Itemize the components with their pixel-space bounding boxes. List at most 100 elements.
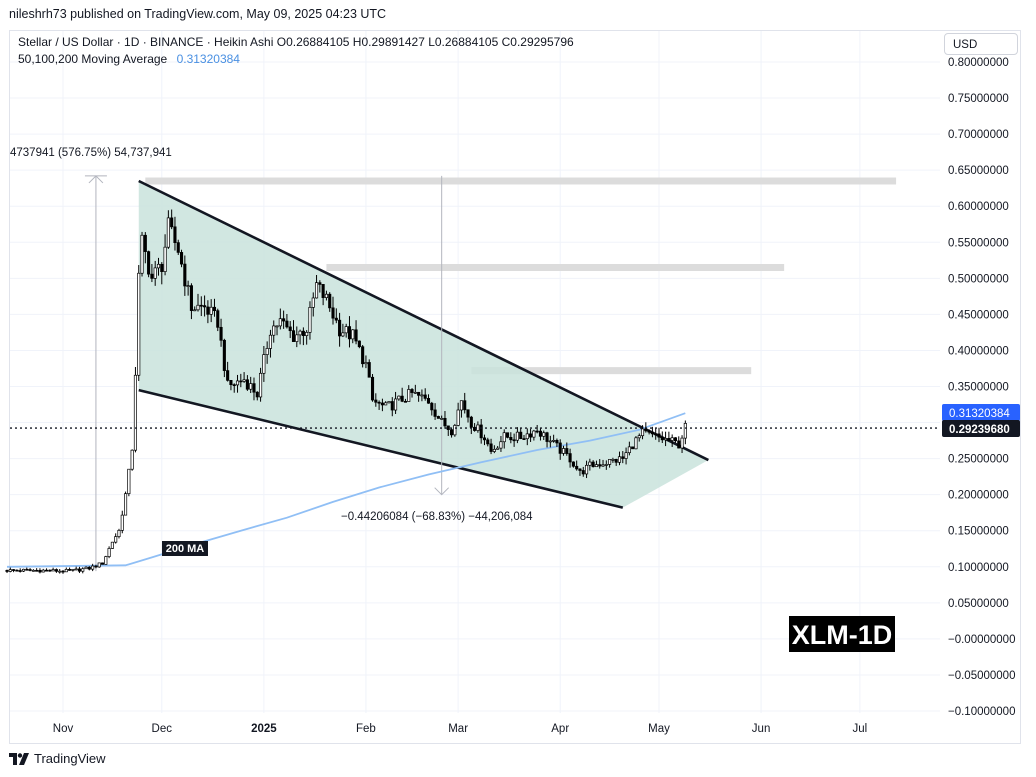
candle-body [535,430,539,433]
candle-body [193,309,197,312]
candle [601,459,605,467]
candle [130,449,134,471]
publisher-line: nileshrh73 published on TradingView.com,… [9,7,387,21]
candle-body [436,416,440,419]
candle-body [25,568,29,571]
candle [48,569,52,572]
ma200-line[interactable] [6,412,686,568]
currency-button[interactable]: USD [944,33,1018,55]
candle [627,441,631,456]
candle [229,379,233,391]
candle [364,355,368,369]
candle-body [130,449,134,470]
candle [519,428,523,440]
candle [407,385,411,402]
candle-body [249,383,253,390]
candle [591,460,595,468]
candle [321,284,325,306]
legend-ma-value: 0.31320384 [176,52,240,66]
candle-body [203,305,207,308]
candle-body [74,568,78,571]
current-price-label: 0.29239680 [949,424,1010,436]
candle-body [492,448,496,452]
candle [179,249,184,268]
candle-body [324,293,328,298]
candle [199,296,203,317]
candle-body [156,263,161,269]
candle-body [44,569,49,572]
candle [677,436,681,449]
candle-body [21,568,26,572]
candle [361,344,365,368]
candle [581,466,585,477]
candle-body [621,456,625,459]
candle [147,250,151,278]
candle-body [545,432,549,442]
candle [107,546,111,559]
candle-body [15,569,19,572]
candle [301,327,305,346]
candle-body [512,439,516,442]
x-tick-label: Jul [853,723,868,735]
candle [578,468,582,476]
candle [328,292,332,312]
candle-body [407,389,411,402]
candle [104,555,108,565]
wedge-lower-trendline[interactable] [138,388,624,509]
candle-body [532,430,536,438]
x-axis: Nov Dec 2025 Feb Mar Apr May Jun Jul [53,723,867,735]
candle [35,568,39,572]
candle-body [301,330,305,336]
candle [482,434,487,446]
candle [417,391,421,402]
candle [31,569,35,572]
measure-up-label: 4737941 (576.75%) 54,737,941 [10,147,172,159]
candle [673,437,678,443]
candle-body [496,447,500,450]
candle-body [525,433,529,440]
candle [114,533,118,544]
candle-body [291,330,296,342]
candle [278,308,282,330]
candle-body [179,252,184,265]
candle-body [482,437,487,441]
candle-body [384,402,388,406]
candle [397,395,401,401]
candle-body [469,416,473,428]
measure-down-label: −0.44206084 (−68.83%) −44,206,084 [341,511,533,523]
y-tick-label: −0.05000000 [948,670,1015,682]
candle [324,290,328,301]
candle [275,325,279,336]
candle-body [41,569,45,573]
candle [262,345,266,382]
candle [443,411,447,429]
candle-body [502,432,506,443]
candle-body [170,217,174,228]
candle [473,423,477,432]
candle [588,458,592,471]
candle-body [229,379,233,386]
chart-frame [9,30,1021,744]
candle [212,298,217,317]
candle-body [433,409,437,417]
candle [54,568,58,573]
candle-body [347,326,352,340]
candle [456,402,460,427]
candle-body [166,217,170,248]
candle-body [400,395,404,402]
wedge-upper-trendline[interactable] [138,179,709,462]
candle [245,375,249,391]
y-tick-label: 0.20000000 [948,490,1009,502]
candle [555,438,559,447]
candle [400,387,404,403]
candle [110,541,114,549]
candle-body [446,425,450,430]
candle-body [51,569,55,572]
candle-body [394,398,398,411]
candle [206,300,210,324]
candle [209,299,213,323]
candle-body [499,441,503,449]
candle-body [680,437,684,449]
tradingview-brand[interactable]: TradingView [9,751,106,766]
